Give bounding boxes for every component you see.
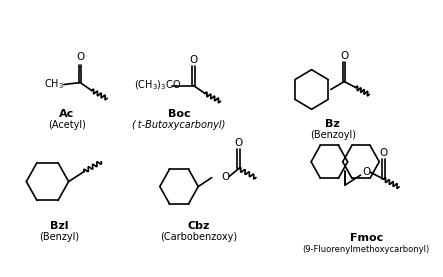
Text: O: O xyxy=(76,52,84,62)
Text: (Benzoyl): (Benzoyl) xyxy=(310,130,356,140)
Text: O: O xyxy=(380,148,388,158)
Text: O: O xyxy=(340,51,348,61)
Text: (CH$_3$)$_3$CO: (CH$_3$)$_3$CO xyxy=(134,79,182,92)
Text: Bz: Bz xyxy=(325,119,340,129)
Text: (Benzyl): (Benzyl) xyxy=(39,232,79,242)
Text: Fmoc: Fmoc xyxy=(350,233,383,243)
Text: O: O xyxy=(221,172,229,182)
Text: Ac: Ac xyxy=(59,109,74,119)
Text: O: O xyxy=(189,55,198,65)
Text: Bzl: Bzl xyxy=(50,221,68,231)
Text: (Acetyl): (Acetyl) xyxy=(48,120,85,130)
Text: O: O xyxy=(234,138,243,148)
Text: ( t-Butoxycarbonyl): ( t-Butoxycarbonyl) xyxy=(132,120,226,130)
Text: (9-Fluorenylmethoxycarbonyl): (9-Fluorenylmethoxycarbonyl) xyxy=(303,245,430,254)
Text: CH$_3$: CH$_3$ xyxy=(44,78,64,91)
Text: Cbz: Cbz xyxy=(187,221,210,231)
Text: O: O xyxy=(362,167,370,177)
Text: Boc: Boc xyxy=(168,109,190,119)
Text: (Carbobenzoxy): (Carbobenzoxy) xyxy=(159,232,237,242)
